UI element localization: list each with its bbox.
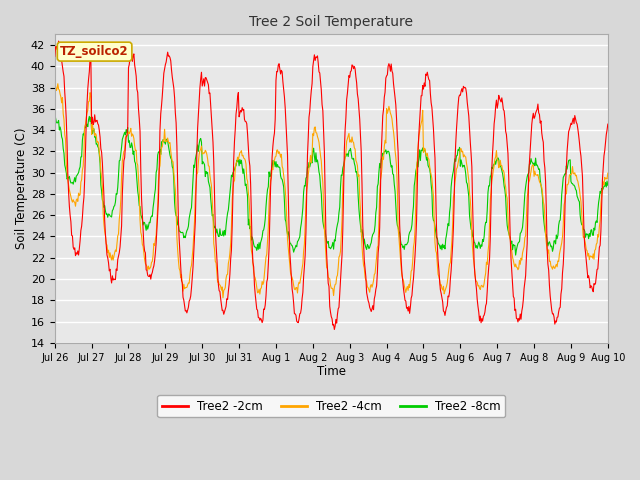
Y-axis label: Soil Temperature (C): Soil Temperature (C) [15, 128, 28, 249]
Text: TZ_soilco2: TZ_soilco2 [60, 45, 129, 58]
X-axis label: Time: Time [317, 365, 346, 378]
Legend: Tree2 -2cm, Tree2 -4cm, Tree2 -8cm: Tree2 -2cm, Tree2 -4cm, Tree2 -8cm [157, 395, 506, 418]
Title: Tree 2 Soil Temperature: Tree 2 Soil Temperature [250, 15, 413, 29]
